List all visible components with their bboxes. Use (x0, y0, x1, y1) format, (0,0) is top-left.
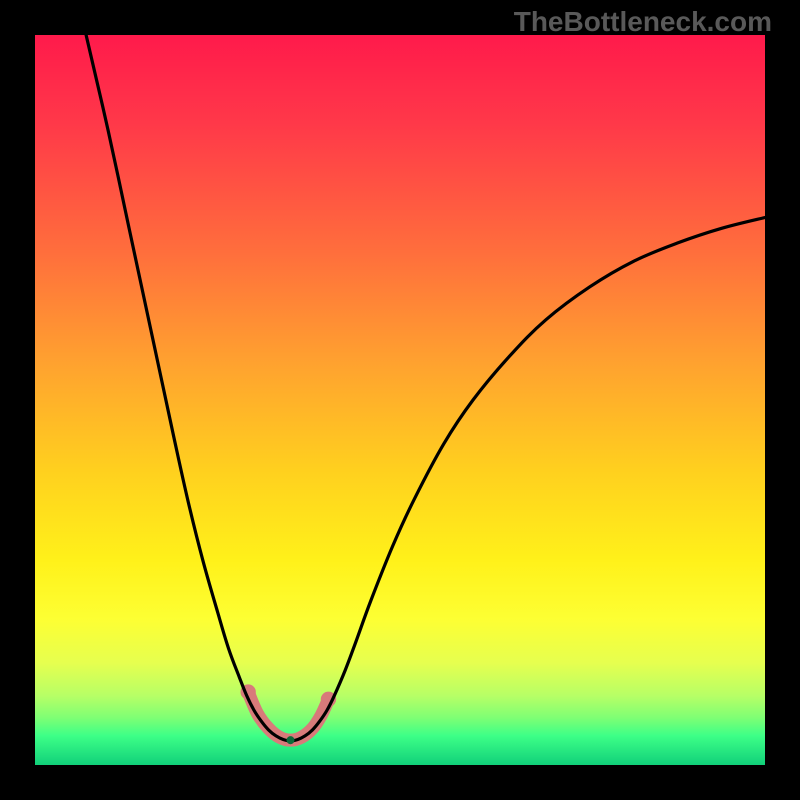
min-marker-dot (286, 736, 294, 744)
watermark-text: TheBottleneck.com (514, 6, 772, 38)
plot-area (35, 35, 765, 765)
main-curve (86, 35, 765, 741)
chart-stage: TheBottleneck.com (0, 0, 800, 800)
highlight-curve (248, 692, 328, 740)
curve-layer (35, 35, 765, 765)
